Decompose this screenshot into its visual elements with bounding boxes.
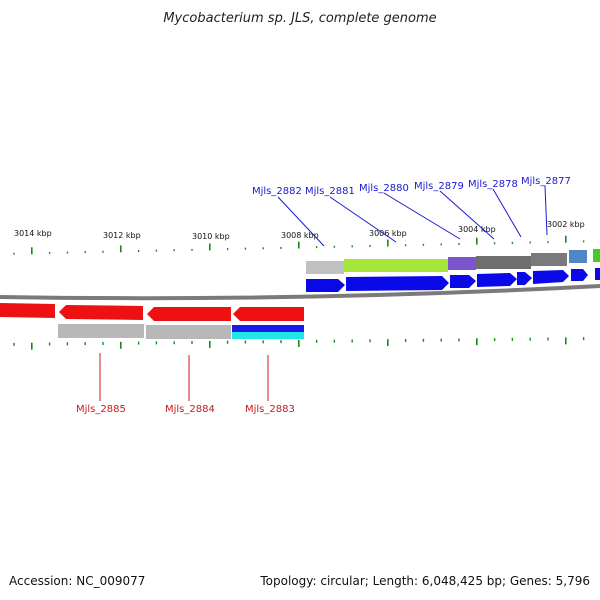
gene-arrow-forward[interactable] xyxy=(533,270,569,284)
gene-label-bottom[interactable]: Mjls_2884 xyxy=(165,404,215,415)
genome-summary: Topology: circular; Length: 6,048,425 bp… xyxy=(260,574,590,588)
feature-segment xyxy=(448,257,476,270)
leader-lines-bottom xyxy=(99,353,269,401)
map-title: Mycobacterium sp. JLS, complete genome xyxy=(163,11,437,26)
scale-label: 3004 kbp xyxy=(458,225,496,234)
gene-arrow-forward[interactable] xyxy=(517,272,532,285)
scale-label: 3014 kbp xyxy=(14,229,52,238)
feature-segment xyxy=(476,256,531,269)
feature-segment xyxy=(593,249,600,262)
gene-arrow-forward[interactable] xyxy=(571,269,588,281)
gene-arrow-forward[interactable] xyxy=(595,268,600,280)
gene-label-top[interactable]: Mjls_2879 xyxy=(414,181,464,192)
gene-arrow-forward[interactable] xyxy=(477,273,517,287)
gene-label-top[interactable]: Mjls_2877 xyxy=(521,176,571,187)
gene-label-bottom[interactable]: Mjls_2885 xyxy=(76,404,126,415)
scale-label: 3006 kbp xyxy=(369,229,407,238)
feature-segment xyxy=(569,250,587,263)
gene-arrow-reverse[interactable] xyxy=(147,307,231,321)
scale-label: 3010 kbp xyxy=(192,232,230,241)
accession-label: Accession: NC_009077 xyxy=(9,574,146,588)
feature-segment xyxy=(146,325,231,339)
gene-arrow-forward[interactable] xyxy=(306,279,345,292)
feature-band-top xyxy=(306,249,600,274)
gene-label-top[interactable]: Mjls_2881 xyxy=(305,186,355,197)
gene-arrow-forward[interactable] xyxy=(346,276,449,291)
gene-arrow-reverse[interactable] xyxy=(59,305,143,320)
gene-label-bottom[interactable]: Mjls_2883 xyxy=(245,404,295,415)
gene-label-top[interactable]: Mjls_2878 xyxy=(468,179,518,190)
feature-segment xyxy=(232,325,304,332)
feature-segment xyxy=(232,332,304,339)
gene-arrow-reverse[interactable] xyxy=(233,307,304,321)
scale-label: 3012 kbp xyxy=(103,231,141,240)
feature-band-bottom xyxy=(58,324,304,339)
gene-label-top[interactable]: Mjls_2882 xyxy=(252,186,302,197)
gene-arrow-forward[interactable] xyxy=(450,275,476,288)
gene-label-top[interactable]: Mjls_2880 xyxy=(359,183,409,194)
genome-backbone xyxy=(0,284,600,301)
feature-segment xyxy=(344,259,448,272)
gene-arrow-reverse[interactable] xyxy=(0,303,55,318)
scale-label: 3002 kbp xyxy=(547,220,585,229)
scale-label: 3008 kbp xyxy=(281,231,319,240)
tick-row-top xyxy=(13,235,585,255)
feature-segment xyxy=(531,253,567,266)
feature-segment xyxy=(306,261,344,274)
leader-lines-top xyxy=(277,185,548,247)
feature-segment xyxy=(58,324,144,338)
reverse-cds-track xyxy=(0,303,304,321)
forward-cds-track xyxy=(306,268,600,292)
tick-row-bottom xyxy=(13,337,585,350)
